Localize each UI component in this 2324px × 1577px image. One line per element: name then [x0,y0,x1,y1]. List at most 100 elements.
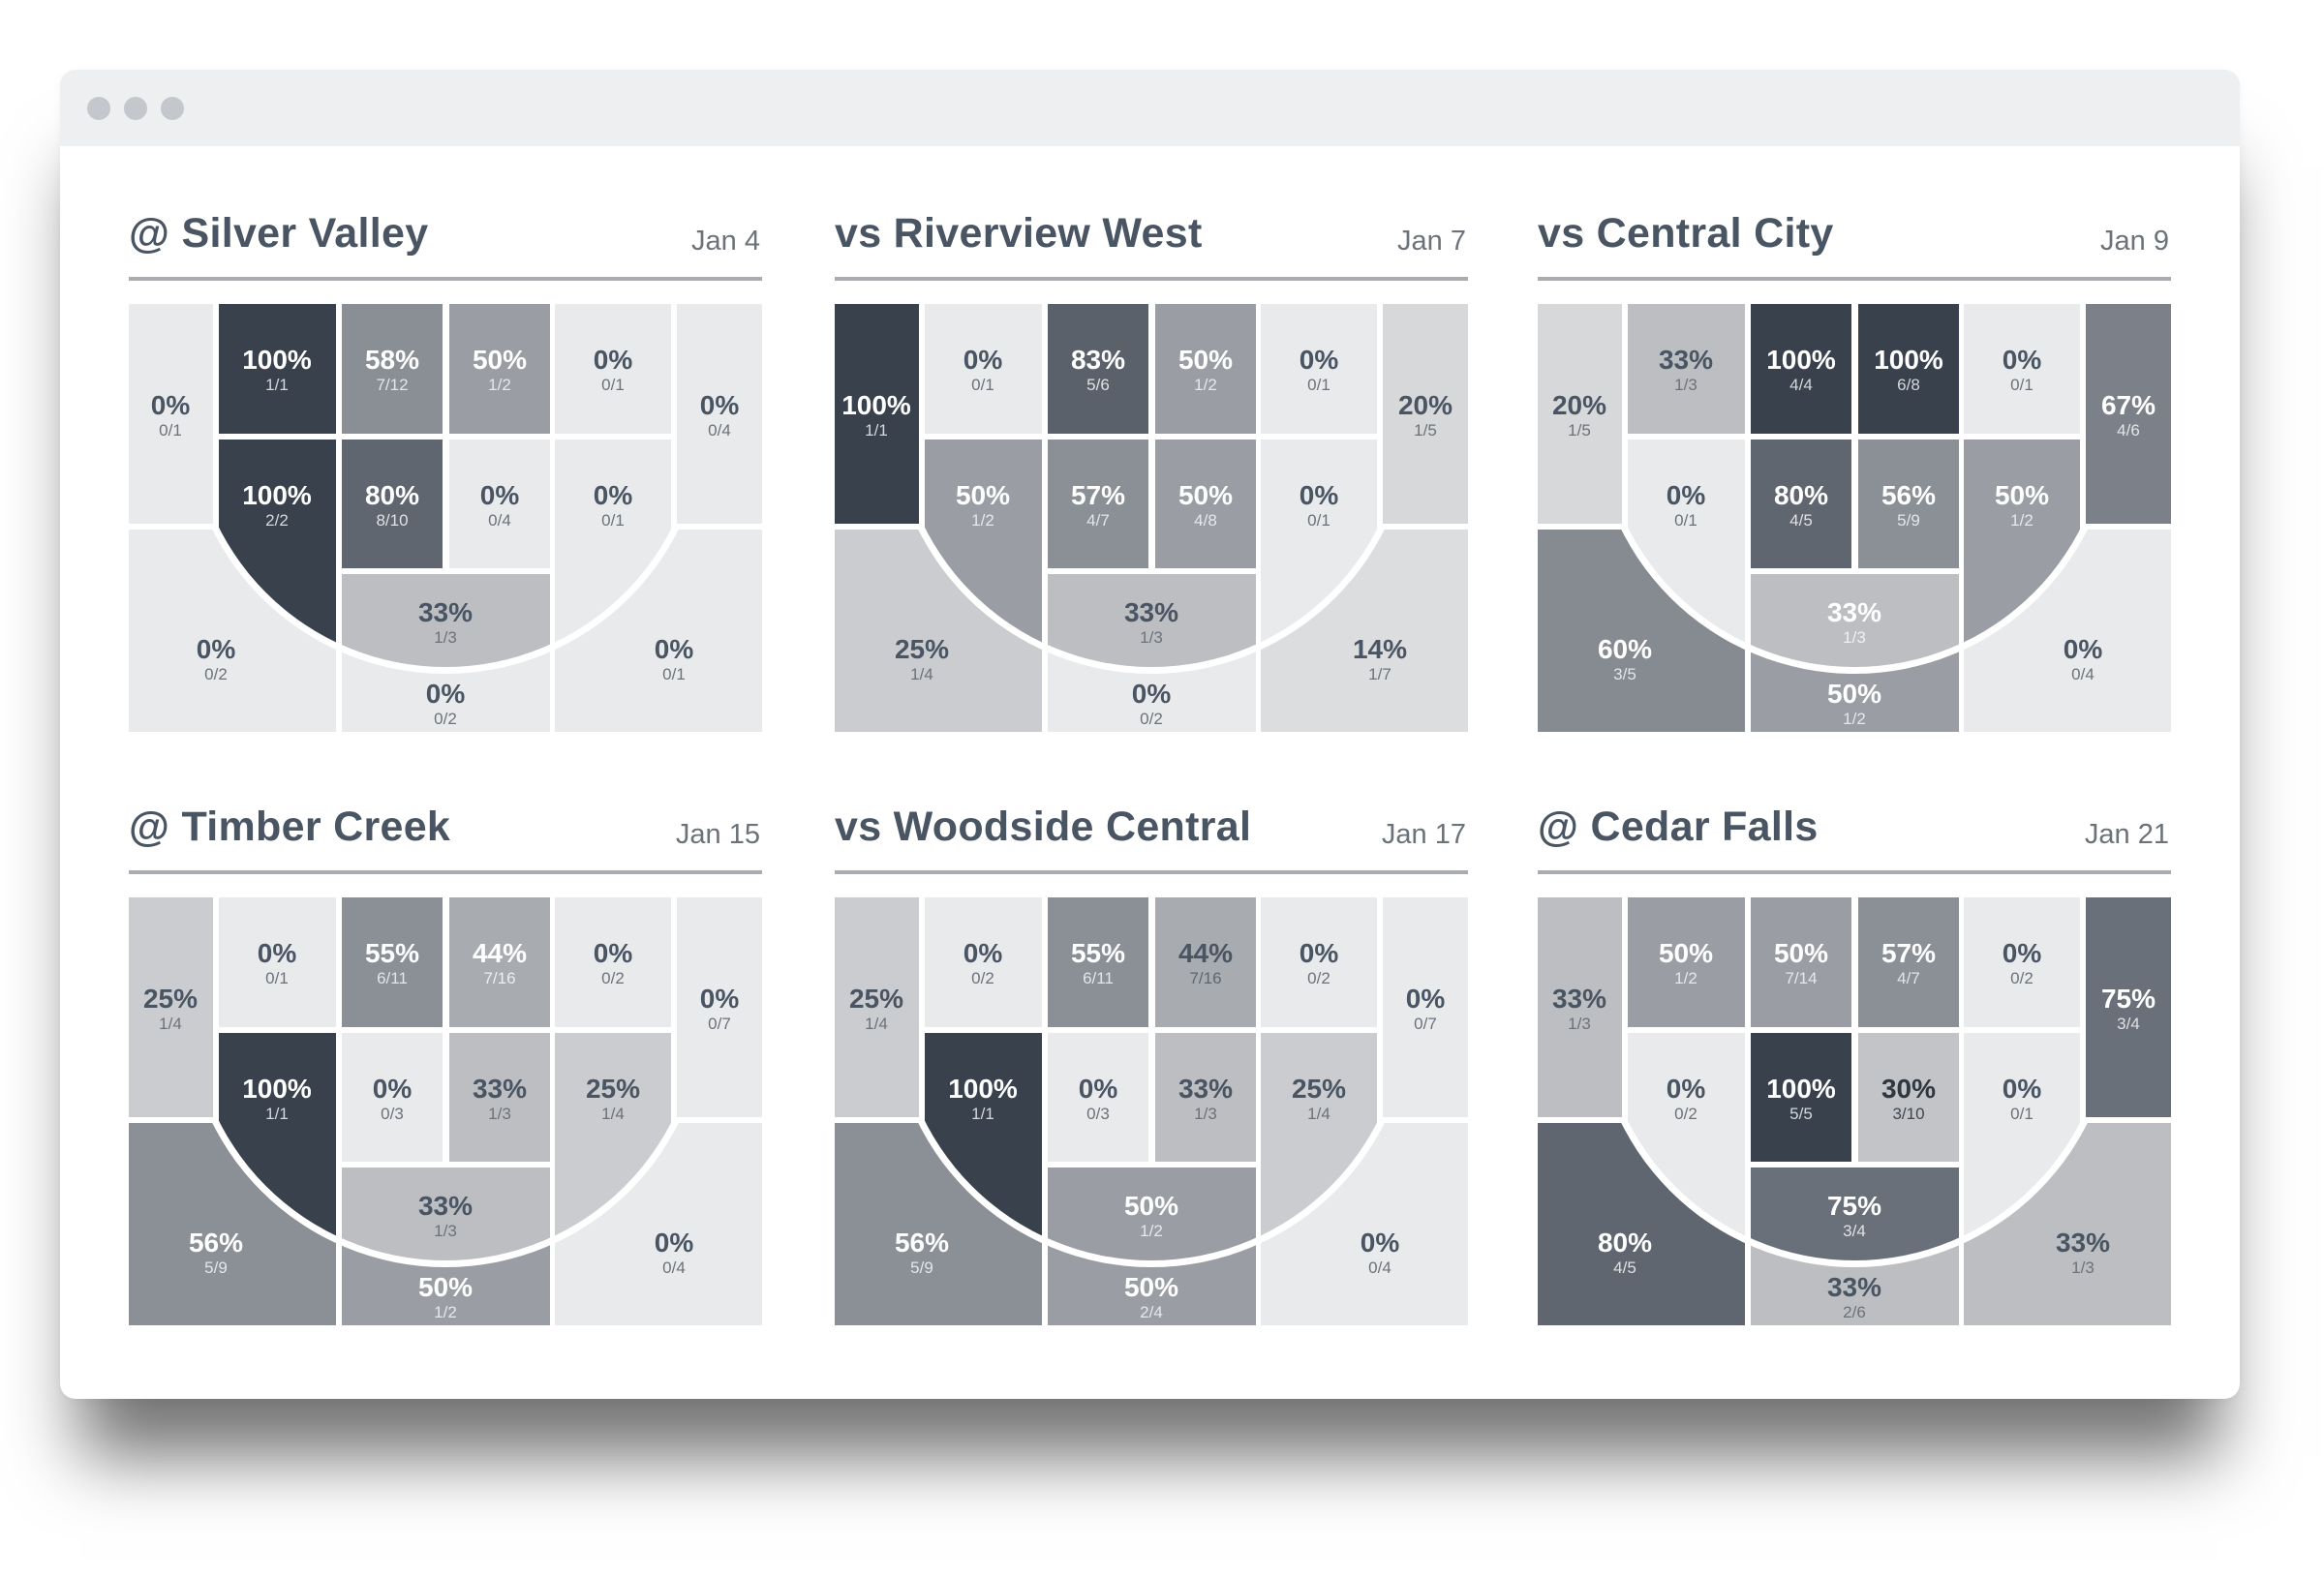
zone-top-1[interactable] [219,897,336,1027]
zone-mid-3[interactable] [449,440,550,568]
zone-top-3[interactable] [1858,304,1959,434]
zone-frac: 1/2 [1194,376,1217,394]
zone-frac: 0/1 [1307,376,1330,394]
zone-paint[interactable] [1048,574,1256,732]
zone-mid-3[interactable] [449,1033,550,1162]
zone-pct: 75% [1827,1191,1881,1221]
zone-corner-left[interactable] [1538,897,1622,1117]
card-header: @ Silver Valley Jan 4 [129,203,762,281]
zone-top-4[interactable] [555,897,671,1027]
close-window-dot-icon[interactable] [87,97,110,120]
zone-frac: 0/4 [488,511,511,530]
shot-chart-card: @ Silver Valley Jan 4 [129,203,762,745]
zone-frac: 4/5 [1789,511,1813,530]
zone-mid-2[interactable] [1751,440,1851,568]
shot-chart-card: vs Riverview West Jan 7 [835,203,1468,745]
zone-frac: 7/16 [1189,969,1221,987]
zone-frac: 6/11 [377,969,408,987]
zone-pct: 0% [655,1228,694,1258]
zone-paint[interactable] [342,1168,550,1325]
zone-mid-2[interactable] [1048,440,1148,568]
zone-corner-left[interactable] [835,304,919,524]
maximize-window-dot-icon[interactable] [161,97,184,120]
zone-top-3[interactable] [1155,304,1256,434]
zone-top-2[interactable] [1048,304,1148,434]
zone-frac: 1/3 [1140,628,1163,647]
zone-mid-3[interactable] [1155,440,1256,568]
zone-top-1[interactable] [1628,897,1745,1027]
zone-corner-right[interactable] [1383,304,1468,524]
card-header: vs Woodside Central Jan 17 [835,797,1468,874]
zone-top-4[interactable] [1964,304,2080,434]
zone-frac: 5/9 [204,1259,228,1277]
zone-paint[interactable] [1048,1168,1256,1325]
zone-pct: 33% [418,597,473,627]
zone-top-2[interactable] [342,304,443,434]
zone-pct: 0% [594,480,633,510]
zone-top-4[interactable] [1261,304,1377,434]
zone-frac: 1/3 [2071,1259,2095,1277]
zone-frac: 4/8 [1194,511,1217,530]
zone-top-4[interactable] [555,304,671,434]
zone-frac: 1/4 [601,1105,625,1123]
zone-corner-left[interactable] [835,897,919,1117]
zone-top-3[interactable] [449,304,550,434]
zone-corner-right[interactable] [2086,897,2171,1117]
zone-mid-2[interactable] [342,1033,443,1162]
zone-corner-right[interactable] [677,897,762,1117]
zone-frac: 0/1 [662,665,686,683]
zone-top-2[interactable] [1751,304,1851,434]
zone-mid-3[interactable] [1858,1033,1959,1162]
zone-corner-left[interactable] [1538,304,1622,524]
zone-frac: 2/6 [1843,1303,1866,1321]
game-title: @ Silver Valley [129,210,429,257]
zone-frac: 0/1 [2010,1105,2034,1123]
zone-corner-left[interactable] [129,897,213,1117]
zone-pct: 0% [258,938,297,968]
zone-frac: 1/5 [1568,421,1591,440]
zone-pct: 57% [1071,480,1125,510]
zone-mid-2[interactable] [1048,1033,1148,1162]
zone-frac: 0/4 [2071,665,2095,683]
card-header: @ Timber Creek Jan 15 [129,797,762,874]
zone-pct: 80% [365,480,419,510]
zone-top-3[interactable] [1858,897,1959,1027]
zone-pct: 0% [1079,1074,1118,1104]
zone-frac: 0/1 [971,376,994,394]
zone-corner-right[interactable] [1383,897,1468,1117]
zone-pct: 33% [473,1074,527,1104]
zone-top-3[interactable] [1155,897,1256,1027]
zone-frac: 3/4 [1843,1222,1866,1240]
zone-top-1[interactable] [219,304,336,434]
zone-paint[interactable] [342,574,550,732]
zone-mid-3[interactable] [1155,1033,1256,1162]
zone-frac: 1/5 [1414,421,1437,440]
zone-top-1[interactable] [925,897,1042,1027]
zone-top-4[interactable] [1964,897,2080,1027]
zone-pct: 80% [1774,480,1828,510]
zone-frac: 1/1 [865,421,888,440]
zone-top-2[interactable] [1048,897,1148,1027]
zone-paint[interactable] [1751,1168,1959,1325]
zone-mid-2[interactable] [342,440,443,568]
minimize-window-dot-icon[interactable] [124,97,147,120]
zone-pct: 100% [841,390,911,420]
zone-top-2[interactable] [1751,897,1851,1027]
zone-top-2[interactable] [342,897,443,1027]
zone-frac: 4/6 [2117,421,2140,440]
card-header: @ Cedar Falls Jan 21 [1538,797,2171,874]
zone-corner-left[interactable] [129,304,213,524]
zone-top-1[interactable] [1628,304,1745,434]
zone-paint[interactable] [1751,574,1959,732]
zone-pct: 33% [2056,1228,2110,1258]
zone-mid-2[interactable] [1751,1033,1851,1162]
zone-top-3[interactable] [449,897,550,1027]
court-heatmap: 25% 1/4 0% 0/1 55% 6/11 44% 7/16 0% 0/2 … [129,897,762,1325]
zone-pct: 0% [700,984,740,1014]
zone-frac: 4/5 [1613,1259,1636,1277]
zone-corner-right[interactable] [2086,304,2171,524]
zone-mid-3[interactable] [1858,440,1959,568]
zone-top-4[interactable] [1261,897,1377,1027]
zone-top-1[interactable] [925,304,1042,434]
zone-corner-right[interactable] [677,304,762,524]
